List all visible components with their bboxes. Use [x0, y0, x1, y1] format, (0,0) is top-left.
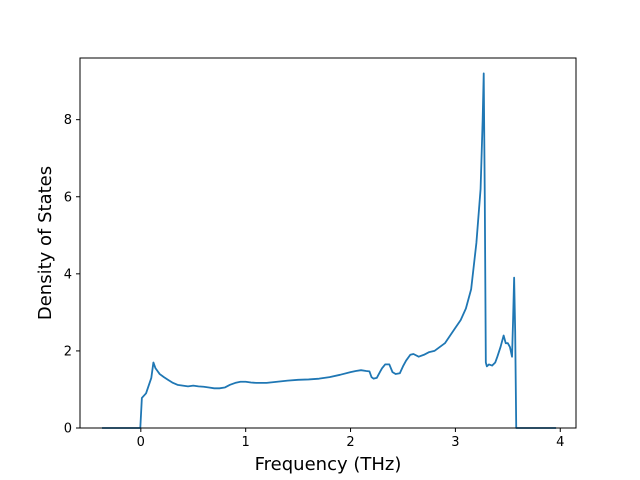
x-axis-label: Frequency (THz)	[255, 454, 402, 475]
ticks: 0 1 2 3 4 0 2 4 6 8	[64, 113, 565, 450]
x-tick-label: 2	[346, 435, 354, 450]
x-tick-label: 3	[451, 435, 459, 450]
plot-frame	[79, 57, 577, 429]
x-tick-label: 4	[556, 435, 564, 450]
x-tick-label: 0	[137, 435, 145, 450]
dos-series-line	[102, 72, 557, 429]
y-axis-label: Density of States	[35, 166, 56, 320]
y-tick-label: 2	[64, 344, 72, 359]
x-tick-label: 1	[242, 435, 250, 450]
y-tick-label: 8	[64, 113, 72, 128]
y-tick-label: 4	[64, 267, 72, 282]
plot-area	[80, 58, 576, 428]
y-tick-label: 0	[64, 422, 72, 437]
y-tick-label: 6	[64, 190, 72, 205]
